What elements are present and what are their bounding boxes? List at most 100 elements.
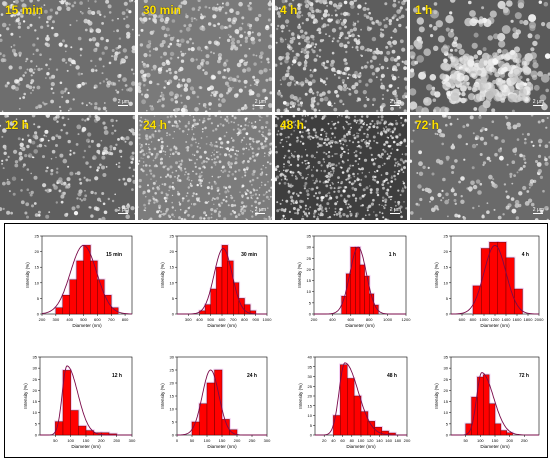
sem-particle (331, 120, 333, 123)
sem-particle (143, 73, 147, 77)
sem-particle (514, 203, 520, 208)
sem-particle (523, 60, 530, 66)
sem-particle (438, 160, 444, 165)
sem-particle (387, 145, 390, 148)
sem-particle (321, 17, 324, 20)
sem-particle (248, 47, 251, 50)
sem-particle (54, 32, 59, 37)
sem-particle (35, 106, 39, 110)
sem-particle (40, 137, 45, 142)
sem-particle (503, 84, 508, 90)
sem-particle (204, 201, 208, 204)
sem-particle (372, 125, 376, 129)
sem-particle (238, 129, 242, 133)
sem-particle (75, 143, 79, 146)
sem-particle (293, 130, 295, 132)
sem-particle (291, 199, 295, 203)
sem-particle (256, 197, 259, 200)
sem-particle (186, 133, 189, 135)
sem-particle (234, 170, 237, 173)
sem-particle (36, 37, 39, 40)
sem-particle (349, 122, 352, 125)
sem-particle (519, 167, 523, 171)
sem-particle (303, 110, 307, 112)
sem-particle (303, 187, 306, 190)
sem-particle (505, 205, 510, 210)
sem-particle (335, 164, 338, 167)
sem-particle (207, 87, 211, 91)
sem-particle (205, 61, 210, 65)
sem-particle (320, 164, 323, 167)
sem-particle (326, 137, 330, 141)
sem-particle (241, 194, 244, 198)
sem-particle (454, 213, 459, 218)
sem-particle (329, 184, 332, 187)
sem-particle (422, 70, 426, 75)
fit-curve (314, 246, 406, 315)
sem-particle (278, 170, 280, 172)
x-tick-label: 600 (459, 317, 466, 322)
sem-particle (265, 193, 267, 195)
sem-particle (337, 176, 340, 179)
sem-particle (319, 39, 323, 43)
sem-particle (287, 182, 290, 185)
sem-particle (173, 216, 175, 218)
sem-particle (177, 56, 180, 59)
sem-particle (276, 91, 282, 96)
sem-particle (96, 10, 101, 15)
sem-particle (232, 139, 235, 142)
sem-particle (88, 206, 91, 209)
sem-particle (305, 154, 309, 157)
sem-particle (264, 152, 266, 154)
sem-particle (243, 31, 246, 34)
sem-particle (148, 148, 151, 151)
sem-particle (115, 143, 118, 146)
sem-particle (240, 208, 242, 211)
sem-particle (148, 50, 152, 53)
sem-particle (150, 126, 154, 129)
sem-particle (363, 158, 368, 162)
sem-particle (284, 217, 286, 220)
sem-particle (413, 7, 419, 13)
sem-particle (265, 191, 268, 194)
sem-particle (340, 166, 343, 169)
sem-particle (324, 66, 327, 70)
sem-particle (316, 91, 319, 94)
sem-particle (251, 184, 253, 186)
sem-particle (366, 209, 369, 212)
sem-particle (131, 188, 134, 191)
sem-particle (190, 182, 192, 185)
sem-particle (191, 180, 193, 182)
sem-particle (380, 73, 385, 78)
sem-particle (330, 163, 334, 167)
sem-particle (117, 17, 119, 20)
sem-particle (305, 44, 311, 49)
sem-particle (286, 69, 290, 73)
sem-particle (321, 196, 325, 200)
sem-particle (499, 155, 504, 161)
sem-particle (372, 198, 375, 202)
sem-particle (532, 59, 537, 64)
sem-particle (31, 89, 34, 92)
sem-particle (194, 126, 196, 129)
sem-particle (69, 171, 74, 176)
sem-particle (185, 95, 191, 101)
sem-particle (328, 191, 331, 195)
sem-particle (547, 72, 550, 76)
sem-particle (179, 94, 183, 97)
sem-particle (230, 194, 232, 197)
sem-particle (225, 119, 229, 123)
sem-particle (14, 0, 19, 4)
sem-particle (187, 176, 190, 179)
sem-particle (259, 187, 261, 189)
sem-particle (155, 152, 159, 156)
sem-particle (333, 187, 336, 190)
sem-particle (487, 35, 493, 41)
sem-particle (375, 141, 378, 144)
sem-particle (81, 82, 85, 86)
sem-particle (260, 181, 263, 184)
sem-particle (230, 41, 235, 46)
sem-particle (285, 178, 288, 181)
sem-particle (188, 179, 190, 181)
sem-particle (458, 48, 465, 56)
